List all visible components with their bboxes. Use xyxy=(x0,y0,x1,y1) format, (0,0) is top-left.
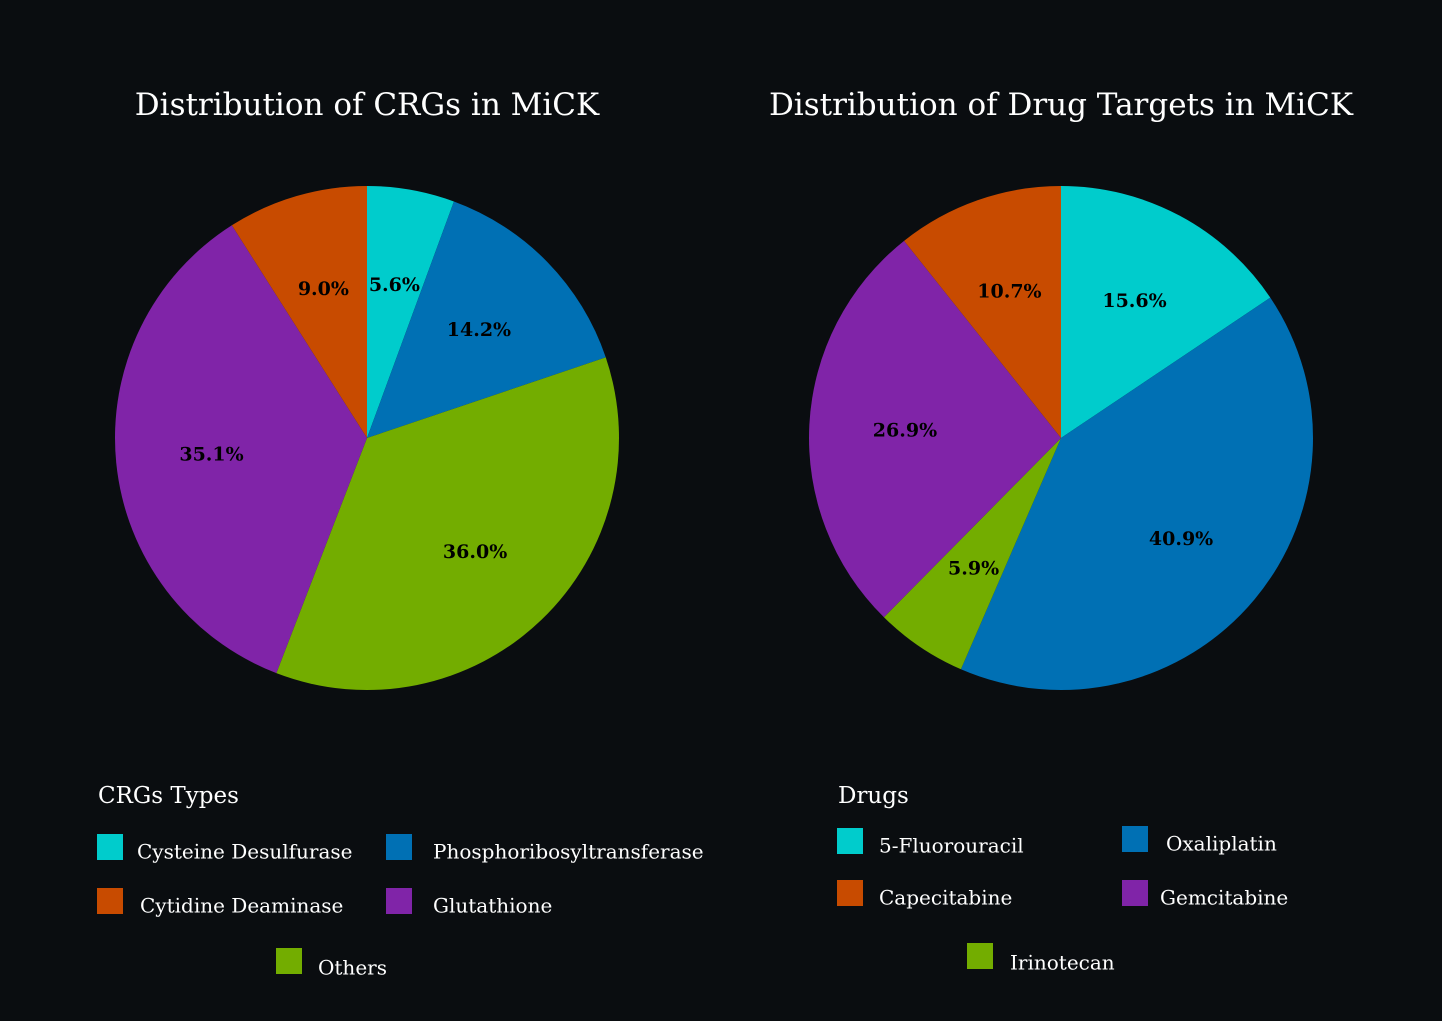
legend-label: Glutathione xyxy=(433,894,552,918)
slice-label-capecitabine: 10.7% xyxy=(977,281,1041,303)
slice-label-glutathione: 35.1% xyxy=(179,443,243,465)
legend-item-glutathione: Glutathione xyxy=(386,888,552,918)
legend-label: Phosphoribosyltransferase xyxy=(433,840,704,864)
pie-slice-oxaliplatin xyxy=(960,297,1313,690)
chart-title: Distribution of CRGs in MiCK xyxy=(135,87,600,123)
pie-slice-cytidine-deaminase xyxy=(231,186,367,438)
pie-slice-cysteine-desulfurase xyxy=(367,186,454,438)
legend-swatch xyxy=(837,880,863,906)
pie-slice-phosphoribosyltransferase xyxy=(367,201,606,438)
legend-swatch xyxy=(837,828,863,854)
chart-title: Distribution of Drug Targets in MiCK xyxy=(769,87,1354,123)
pie-slice-irinotecan xyxy=(883,438,1061,670)
legend-label: Irinotecan xyxy=(1010,951,1115,975)
legend-label: Oxaliplatin xyxy=(1166,832,1277,856)
slice-label-phosphoribosyltransferase: 14.2% xyxy=(447,319,511,341)
pie-slice-capecitabine xyxy=(904,186,1061,438)
legend-label: Capecitabine xyxy=(879,886,1012,910)
pie-slice-5-fluorouracil xyxy=(1061,186,1271,438)
legend-swatch xyxy=(97,834,123,860)
legend-item-phosphoribosyltransferase: Phosphoribosyltransferase xyxy=(386,834,704,864)
pie-chart-drug-targets: Distribution of Drug Targets in MiCK 15.6… xyxy=(769,87,1354,975)
legend-item-gemcitabine: Gemcitabine xyxy=(1122,880,1288,910)
slice-label-cytidine-deaminase: 9.0% xyxy=(298,278,349,300)
legend-label: Cysteine Desulfurase xyxy=(137,840,353,864)
legend-swatch xyxy=(386,834,412,860)
legend-item-capecitabine: Capecitabine xyxy=(837,880,1012,910)
legend-item-oxaliplatin: Oxaliplatin xyxy=(1122,826,1277,856)
legend-swatch xyxy=(276,948,302,974)
legend-label: Gemcitabine xyxy=(1160,886,1288,910)
slice-label-gemcitabine: 26.9% xyxy=(873,420,937,442)
legend-item-cytidine-deaminase: Cytidine Deaminase xyxy=(97,888,343,918)
legend-title: CRGs Types xyxy=(98,783,239,809)
pie-slice-gemcitabine xyxy=(808,240,1061,618)
slice-label-irinotecan: 5.9% xyxy=(948,557,999,579)
legend-item-cysteine-desulfurase: Cysteine Desulfurase xyxy=(97,834,353,864)
slice-label-others: 36.0% xyxy=(443,541,507,563)
legend-title: Drugs xyxy=(838,783,909,809)
legend-item-others: Others xyxy=(276,948,387,980)
legend-swatch xyxy=(97,888,123,914)
legend-swatch xyxy=(967,943,993,969)
pie-chart-crgs: Distribution of CRGs in MiCK 5.6% 14.2% 36.… xyxy=(97,87,704,980)
legend-label: Others xyxy=(318,956,387,980)
legend-label: Cytidine Deaminase xyxy=(140,894,343,918)
slice-label-cysteine-desulfurase: 5.6% xyxy=(369,274,420,296)
legend-label: 5-Fluorouracil xyxy=(879,834,1024,858)
pie-slice-others xyxy=(276,357,619,690)
slice-label-oxaliplatin: 40.9% xyxy=(1149,528,1213,550)
legend-swatch xyxy=(386,888,412,914)
pie-slice-glutathione xyxy=(115,225,367,674)
legend-swatch xyxy=(1122,826,1148,852)
slice-label-5-fluorouracil: 15.6% xyxy=(1102,290,1166,312)
legend-item-irinotecan: Irinotecan xyxy=(967,943,1115,975)
legend-item-5-fluorouracil: 5-Fluorouracil xyxy=(837,828,1024,858)
legend-swatch xyxy=(1122,880,1148,906)
